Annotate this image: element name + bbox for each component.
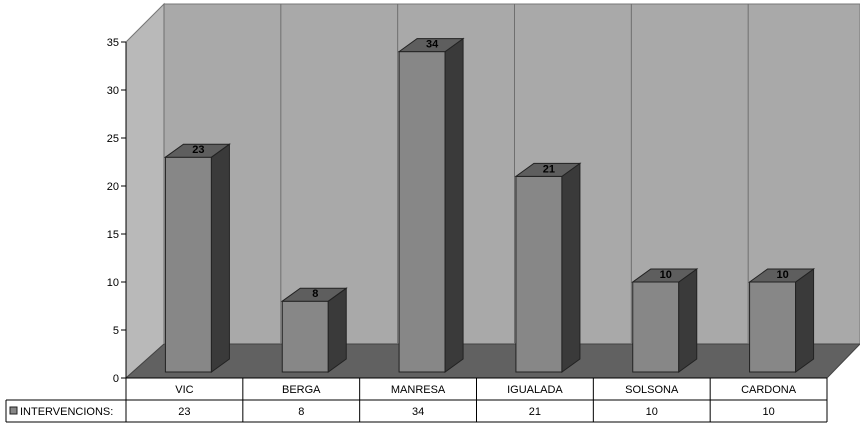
bar-top: [748, 268, 816, 283]
data-label: 10: [660, 269, 672, 281]
data-table: VIC BERGA MANRESA IGUALADA SOLSONA CARDONA INT…: [5, 377, 828, 423]
bar-front: [515, 175, 563, 373]
y-tick-label: 0: [113, 373, 119, 385]
bar-top: [631, 268, 699, 283]
x-tick-label: MANRESA: [391, 384, 446, 396]
legend-swatch: [9, 406, 18, 415]
y-tick-label: 20: [107, 181, 119, 193]
bar: 10: [631, 268, 699, 373]
x-tick-label: CARDONA: [741, 384, 797, 396]
x-tick-label: IGUALADA: [507, 384, 563, 396]
x-tick-label: BERGA: [282, 384, 321, 396]
table-value: 23: [178, 406, 190, 418]
y-tick-label: 5: [113, 325, 119, 337]
bar-front: [749, 281, 797, 373]
y-tick-label: 15: [107, 229, 119, 241]
side-wall: [125, 2, 165, 380]
chart-gridlines: [163, 4, 749, 344]
bar: 34: [397, 37, 465, 373]
bar: 10: [748, 268, 816, 373]
chart-bars: 23 8 34 21 10 10: [163, 37, 816, 373]
bar-front: [398, 51, 446, 373]
bar-side: [561, 162, 581, 373]
bar-side: [327, 287, 347, 373]
bar: 23: [163, 143, 231, 373]
y-tick-label: 25: [107, 133, 119, 145]
y-tick-label: 30: [107, 85, 119, 97]
bar: 21: [514, 162, 582, 373]
legend-series-name: INTERVENCIONS:: [20, 406, 113, 418]
bar-top: [163, 143, 231, 158]
data-label: 21: [543, 163, 555, 175]
bar-side: [678, 268, 698, 373]
table-value: 10: [646, 406, 658, 418]
bar-top: [280, 287, 348, 302]
bar-front: [632, 281, 680, 373]
bar-top: [397, 38, 465, 53]
table-value: 8: [298, 406, 304, 418]
table-value: 21: [529, 406, 541, 418]
bar-top: [514, 162, 582, 177]
x-tick-label: VIC: [175, 384, 193, 396]
x-tick-label: SOLSONA: [625, 384, 679, 396]
y-tick-label: 35: [107, 37, 119, 49]
bar-front: [281, 300, 329, 373]
table-value: 34: [412, 406, 424, 418]
bar-front: [164, 156, 212, 373]
data-label: 8: [312, 288, 318, 300]
bar-side: [444, 37, 464, 373]
bar: 8: [280, 287, 348, 373]
y-axis: 0 5 10 15 20 25 30 35: [107, 37, 127, 385]
data-label: 34: [426, 39, 439, 51]
table-value: 10: [762, 406, 774, 418]
data-label: 10: [776, 269, 788, 281]
bar-side: [795, 268, 815, 373]
y-tick-label: 10: [107, 277, 119, 289]
data-label: 23: [192, 144, 204, 156]
bar-side: [210, 143, 230, 373]
